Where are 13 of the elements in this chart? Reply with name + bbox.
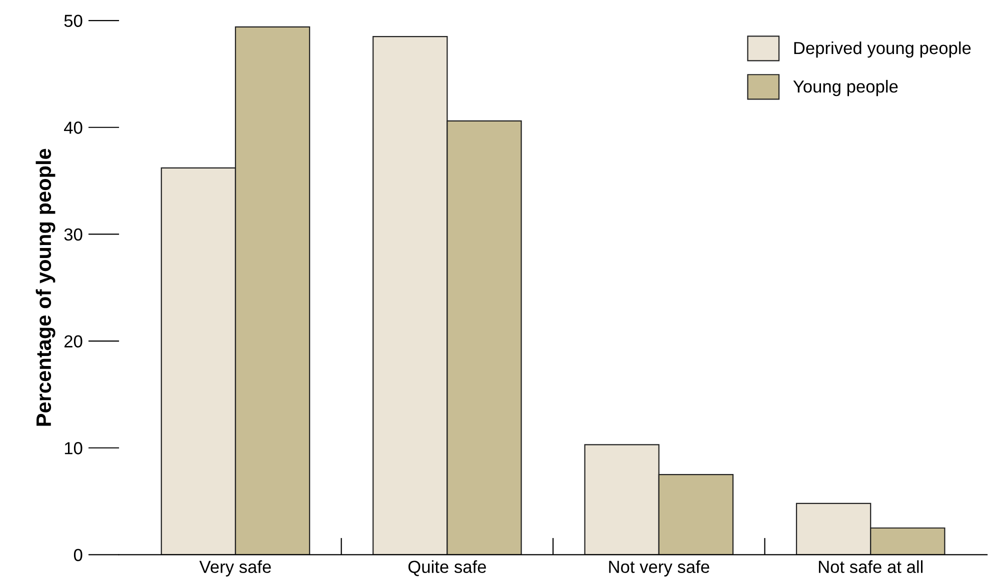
y-axis-title: Percentage of young people xyxy=(36,148,56,426)
y-tick-label: 50 xyxy=(64,14,82,28)
x-tick-label: Quite safe xyxy=(408,560,486,576)
legend-label: Young people xyxy=(793,80,898,96)
y-tick-label: 0 xyxy=(74,548,82,562)
legend-label: Deprived young people xyxy=(794,41,971,58)
y-tick-label: 40 xyxy=(64,122,82,134)
y-tick-label: 20 xyxy=(64,335,82,348)
x-tick-label: Not very safe xyxy=(609,560,710,576)
x-tick-label: Very safe xyxy=(199,560,271,576)
x-tick-label: Not safe at all xyxy=(818,560,923,574)
y-tick-label: 10 xyxy=(64,442,82,454)
y-tick-label: 30 xyxy=(64,228,82,241)
